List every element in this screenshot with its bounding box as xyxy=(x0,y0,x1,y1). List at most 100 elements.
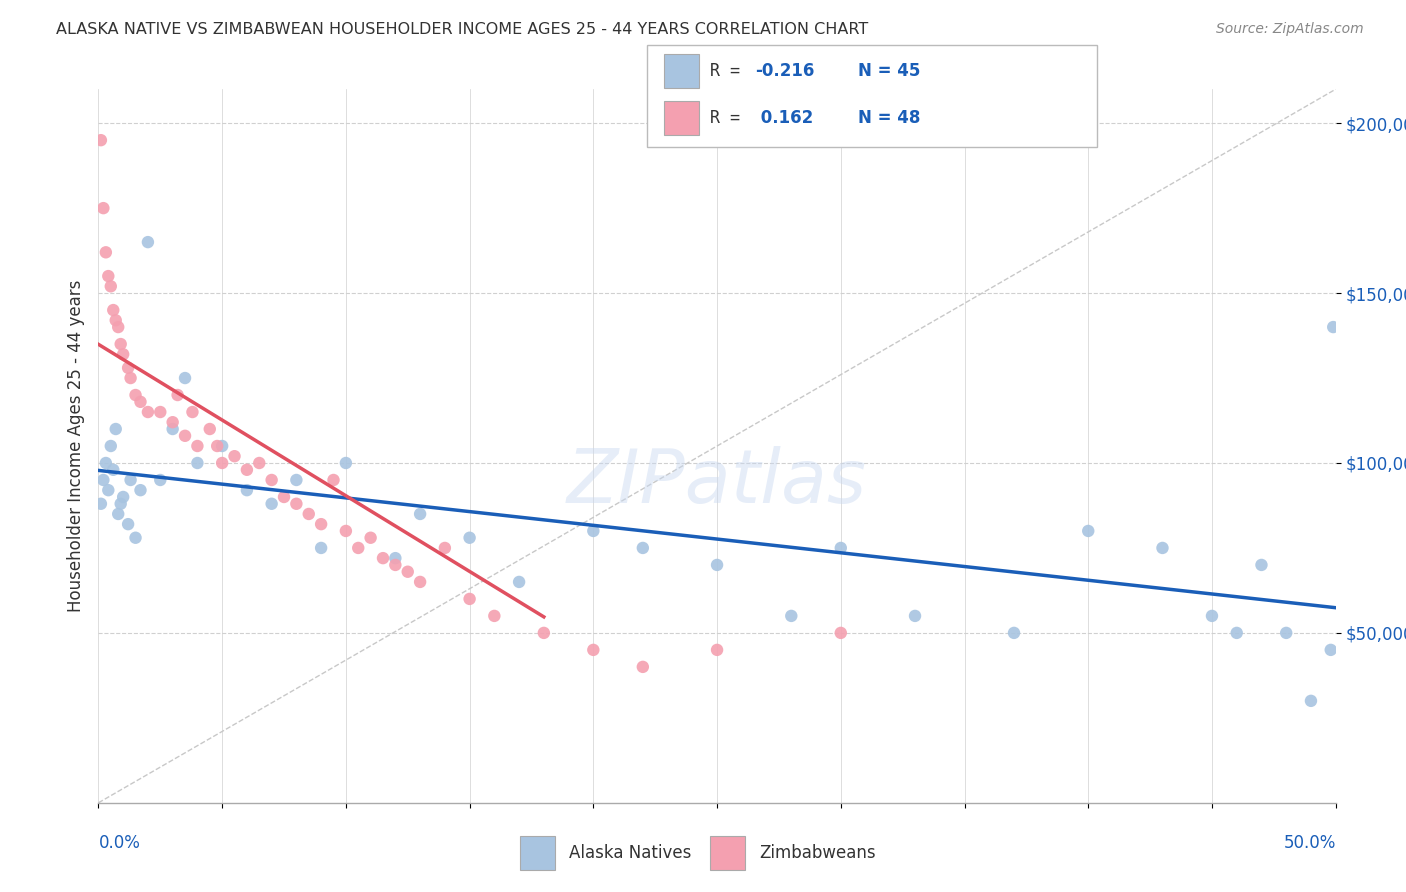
Point xyxy=(136,405,159,419)
Point xyxy=(396,565,419,579)
Point xyxy=(117,517,139,532)
Point xyxy=(162,422,184,436)
Point xyxy=(112,347,135,361)
Point xyxy=(1077,524,1099,538)
Point xyxy=(830,626,852,640)
Point xyxy=(100,279,122,293)
Point xyxy=(174,429,197,443)
Point xyxy=(162,415,184,429)
Point xyxy=(205,439,228,453)
Point xyxy=(533,626,555,640)
Point xyxy=(211,439,233,453)
Point xyxy=(104,313,127,327)
Point xyxy=(149,473,172,487)
Point xyxy=(335,524,357,538)
Point xyxy=(93,473,115,487)
Point xyxy=(124,388,146,402)
Point xyxy=(120,371,142,385)
Point xyxy=(409,574,432,589)
Point xyxy=(285,497,308,511)
Point xyxy=(166,388,188,402)
Point xyxy=(124,531,146,545)
Point xyxy=(582,524,605,538)
Point xyxy=(322,473,344,487)
Point xyxy=(107,507,129,521)
Text: R =: R = xyxy=(710,109,749,127)
Point xyxy=(780,608,803,623)
Point xyxy=(309,517,332,532)
Point xyxy=(211,456,233,470)
Text: ZIPatlas: ZIPatlas xyxy=(567,446,868,517)
Point xyxy=(97,483,120,498)
Point xyxy=(1201,608,1223,623)
Y-axis label: Householder Income Ages 25 - 44 years: Householder Income Ages 25 - 44 years xyxy=(66,280,84,612)
Text: R =: R = xyxy=(710,62,749,79)
Point xyxy=(224,449,246,463)
Point xyxy=(298,507,321,521)
Text: ALASKA NATIVE VS ZIMBABWEAN HOUSEHOLDER INCOME AGES 25 - 44 YEARS CORRELATION CH: ALASKA NATIVE VS ZIMBABWEAN HOUSEHOLDER … xyxy=(56,22,869,37)
Text: 50.0%: 50.0% xyxy=(1284,834,1336,852)
Point xyxy=(117,360,139,375)
Point xyxy=(1319,643,1341,657)
Point xyxy=(433,541,456,555)
Point xyxy=(112,490,135,504)
Point xyxy=(706,558,728,572)
Point xyxy=(186,456,208,470)
Point xyxy=(706,643,728,657)
Text: Source: ZipAtlas.com: Source: ZipAtlas.com xyxy=(1216,22,1364,37)
Point xyxy=(104,422,127,436)
Text: Zimbabweans: Zimbabweans xyxy=(759,844,876,862)
Point xyxy=(1250,558,1272,572)
Text: 0.0%: 0.0% xyxy=(98,834,141,852)
Point xyxy=(186,439,208,453)
Point xyxy=(236,483,259,498)
Point xyxy=(1322,320,1344,334)
Point xyxy=(631,541,654,555)
Point xyxy=(103,303,125,318)
Text: Alaska Natives: Alaska Natives xyxy=(569,844,692,862)
Point xyxy=(631,660,654,674)
Point xyxy=(335,456,357,470)
Point xyxy=(384,558,406,572)
Point xyxy=(260,473,283,487)
Text: -0.216: -0.216 xyxy=(755,62,814,79)
Point xyxy=(458,531,481,545)
Point xyxy=(97,269,120,284)
Point xyxy=(129,483,152,498)
Point xyxy=(110,337,132,351)
Point xyxy=(93,201,115,215)
Point xyxy=(582,643,605,657)
Point xyxy=(120,473,142,487)
Point xyxy=(90,133,112,147)
Point xyxy=(1299,694,1322,708)
Point xyxy=(508,574,530,589)
Point xyxy=(458,591,481,606)
Point xyxy=(181,405,204,419)
Point xyxy=(236,463,259,477)
Point xyxy=(309,541,332,555)
Text: N = 45: N = 45 xyxy=(858,62,920,79)
Point xyxy=(107,320,129,334)
Point xyxy=(1275,626,1298,640)
Point xyxy=(360,531,382,545)
Point xyxy=(484,608,506,623)
Point xyxy=(90,497,112,511)
Point xyxy=(260,497,283,511)
Point xyxy=(1226,626,1249,640)
Point xyxy=(384,551,406,566)
Point xyxy=(100,439,122,453)
Point xyxy=(904,608,927,623)
Point xyxy=(94,245,117,260)
Point xyxy=(198,422,221,436)
Point xyxy=(247,456,270,470)
Text: N = 48: N = 48 xyxy=(858,109,920,127)
Point xyxy=(1152,541,1174,555)
Point xyxy=(129,394,152,409)
Point xyxy=(136,235,159,249)
Point xyxy=(1002,626,1025,640)
Text: 0.162: 0.162 xyxy=(755,109,813,127)
Point xyxy=(273,490,295,504)
Point xyxy=(110,497,132,511)
Point xyxy=(94,456,117,470)
Point xyxy=(830,541,852,555)
